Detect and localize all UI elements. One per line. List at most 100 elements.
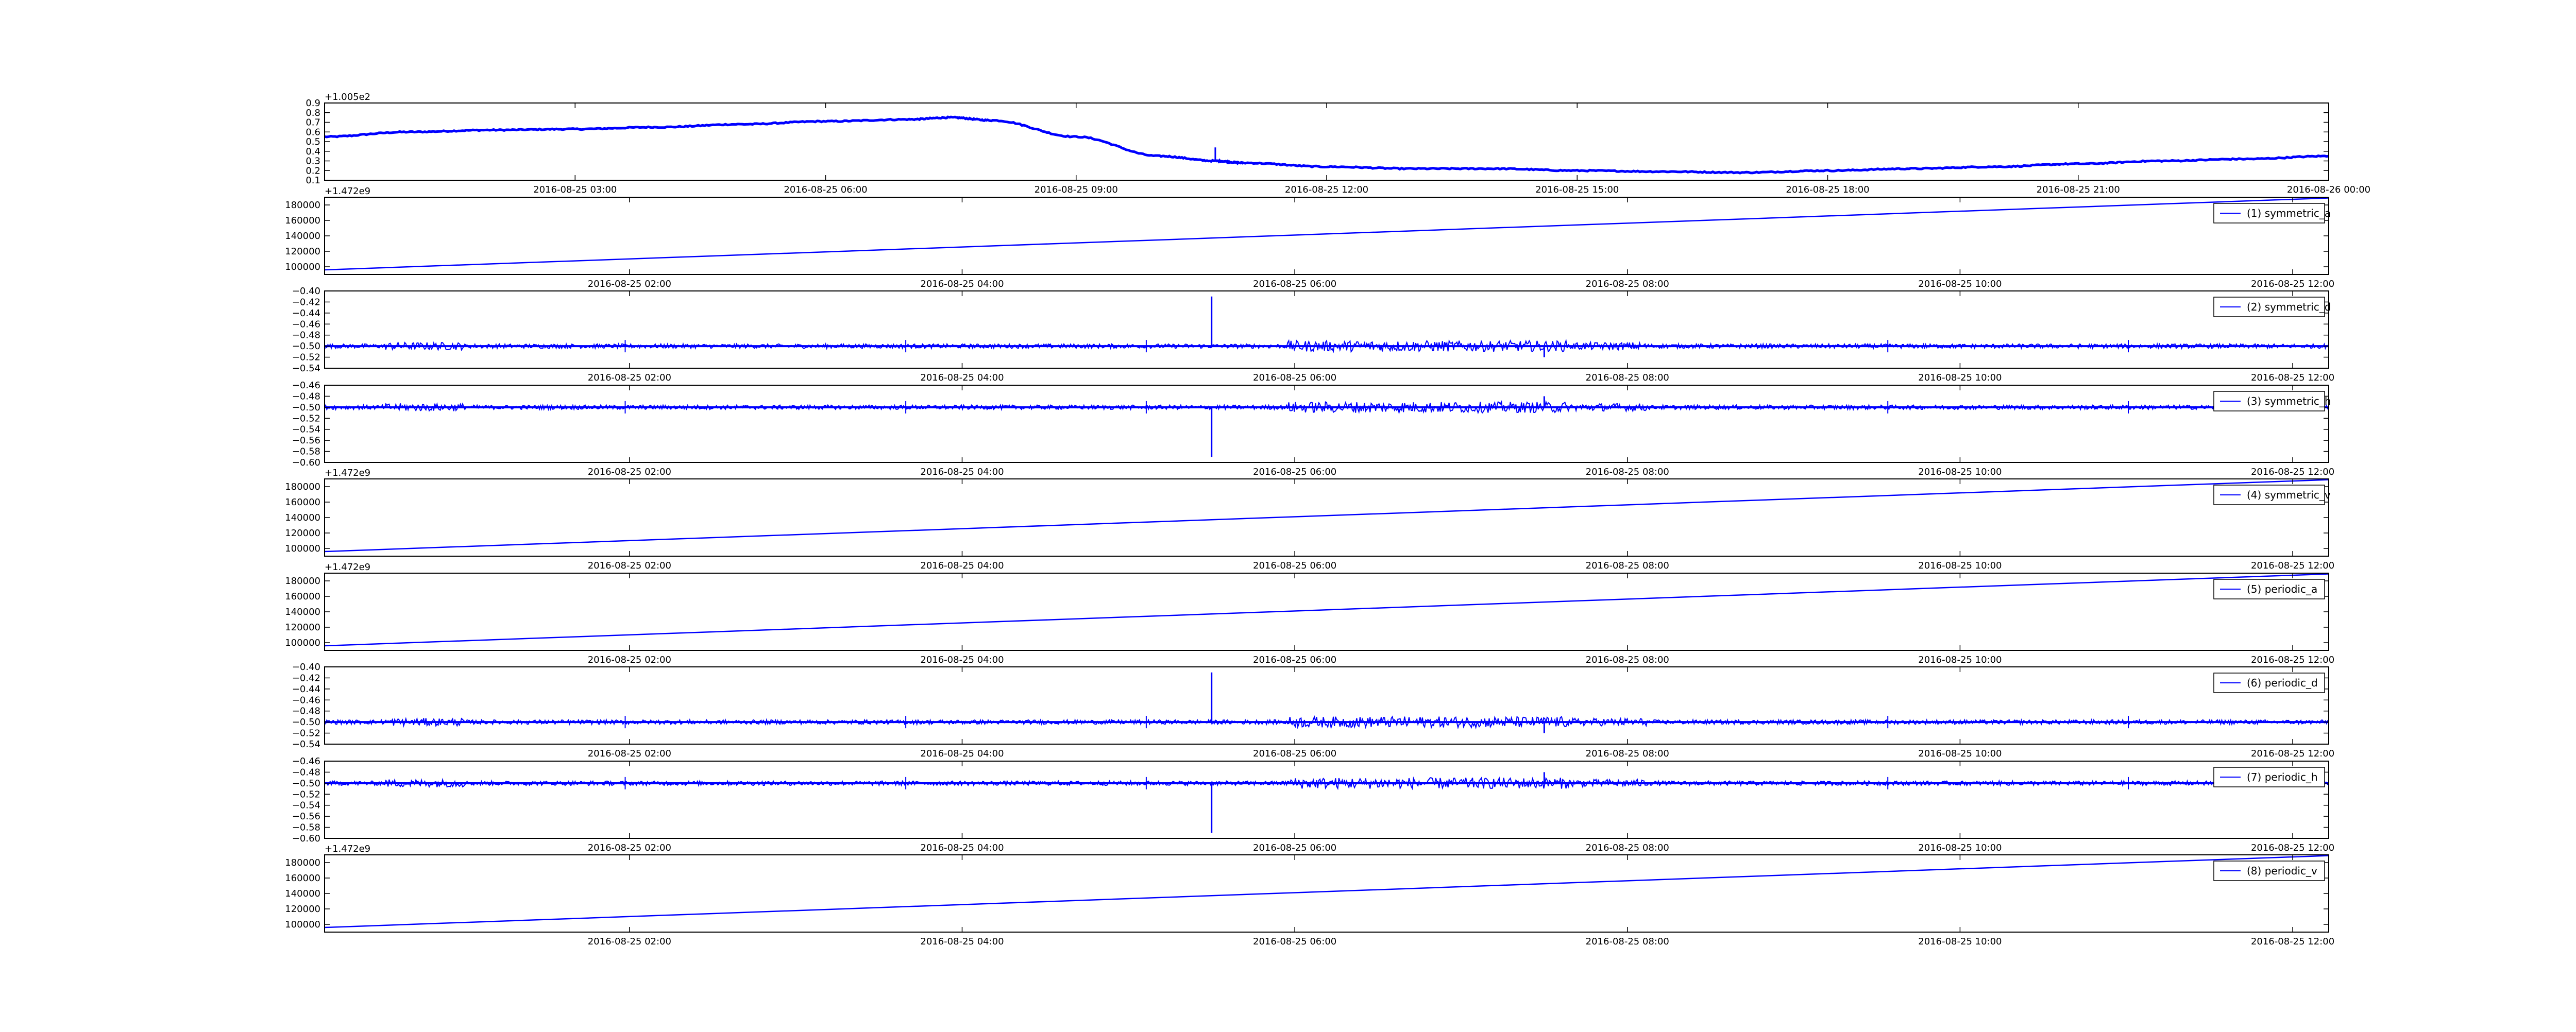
x-tick-label: 2016-08-25 06:00 xyxy=(1253,467,1336,477)
y-tick-label: 0.6 xyxy=(306,127,320,137)
y-tick-label: 140000 xyxy=(285,512,320,523)
y-tick-label: −0.50 xyxy=(292,402,320,413)
x-tick-label: 2016-08-25 02:00 xyxy=(588,560,671,571)
y-tick-label: 140000 xyxy=(285,607,320,617)
chart-panel-7: −0.54−0.52−0.50−0.48−0.46−0.44−0.42−0.40… xyxy=(292,662,2334,759)
plot-frame xyxy=(324,761,2329,839)
y-tick-label: −0.60 xyxy=(292,833,320,844)
x-tick-label: 2016-08-25 15:00 xyxy=(1535,184,1619,195)
chart-panel-9: 100000 120000 140000 160000 180000 2016-08-25… xyxy=(285,844,2334,947)
y-tick-label: −0.46 xyxy=(292,380,320,391)
y-tick-label: −0.56 xyxy=(292,811,320,822)
x-tick-label: 2016-08-25 04:00 xyxy=(920,842,1004,853)
y-tick-label: 120000 xyxy=(285,246,320,257)
x-tick-label: 2016-08-25 10:00 xyxy=(1918,372,2002,383)
y-tick-label: −0.54 xyxy=(292,739,320,750)
series-line xyxy=(324,479,2329,553)
x-tick-label: 2016-08-25 12:00 xyxy=(2251,936,2334,947)
x-tick-label: 2016-08-25 04:00 xyxy=(920,560,1004,571)
x-tick-label: 2016-08-25 03:00 xyxy=(533,184,617,195)
offset-label: +1.472e9 xyxy=(325,186,370,197)
x-tick-label: 2016-08-25 12:00 xyxy=(2251,842,2334,853)
y-tick-label: −0.44 xyxy=(292,684,320,695)
y-tick-label: 0.2 xyxy=(306,165,320,176)
y-tick-label: −0.52 xyxy=(292,789,320,800)
x-tick-label: 2016-08-25 02:00 xyxy=(588,748,671,759)
legend: (7) periodic_h xyxy=(2213,767,2325,787)
y-tick-label: −0.52 xyxy=(292,352,320,363)
y-tick-label: −0.54 xyxy=(292,800,320,811)
y-tick-label: −0.60 xyxy=(292,457,320,468)
x-tick-label: 2016-08-25 08:00 xyxy=(1586,560,1669,571)
chart-panel-2: 100000 120000 140000 160000 180000 2016-08-25… xyxy=(285,186,2334,289)
x-tick-label: 2016-08-25 10:00 xyxy=(1918,748,2002,759)
y-tick-label: 100000 xyxy=(285,262,320,272)
y-tick-label: −0.40 xyxy=(292,662,320,673)
offset-label: +1.005e2 xyxy=(325,92,370,102)
y-tick-label: 160000 xyxy=(285,591,320,602)
x-tick-label: 2016-08-25 09:00 xyxy=(1035,184,1118,195)
x-tick-label: 2016-08-25 06:00 xyxy=(1253,936,1336,947)
y-tick-label: −0.54 xyxy=(292,363,320,374)
chart-panel-8: −0.60−0.58−0.56−0.54−0.52−0.50−0.48−0.46… xyxy=(292,756,2334,853)
x-tick-label: 2016-08-25 02:00 xyxy=(588,279,671,289)
legend: (3) symmetric_h xyxy=(2213,391,2331,411)
chart-panel-3: −0.54−0.52−0.50−0.48−0.46−0.44−0.42−0.40… xyxy=(292,286,2334,383)
chart-panel-5: 100000 120000 140000 160000 180000 2016-08-25… xyxy=(285,468,2334,571)
x-tick-label: 2016-08-25 08:00 xyxy=(1586,655,1669,665)
x-tick-label: 2016-08-25 02:00 xyxy=(588,655,671,665)
x-tick-label: 2016-08-25 10:00 xyxy=(1918,842,2002,853)
y-tick-label: 180000 xyxy=(285,576,320,587)
x-tick-label: 2016-08-25 04:00 xyxy=(920,655,1004,665)
x-tick-label: 2016-08-25 12:00 xyxy=(2251,279,2334,289)
y-tick-label: −0.48 xyxy=(292,391,320,402)
x-tick-label: 2016-08-25 10:00 xyxy=(1918,655,2002,665)
x-tick-label: 2016-08-25 06:00 xyxy=(1253,748,1336,759)
y-tick-label: −0.40 xyxy=(292,286,320,297)
x-tick-label: 2016-08-25 04:00 xyxy=(920,936,1004,947)
y-tick-label: −0.46 xyxy=(292,319,320,330)
y-tick-label: −0.46 xyxy=(292,756,320,767)
y-tick-label: −0.52 xyxy=(292,413,320,424)
series-line xyxy=(324,197,2329,271)
x-tick-label: 2016-08-25 04:00 xyxy=(920,279,1004,289)
y-tick-label: −0.54 xyxy=(292,424,320,435)
legend-label: (5) periodic_a xyxy=(2247,583,2317,595)
x-tick-label: 2016-08-25 10:00 xyxy=(1918,560,2002,571)
chart-panel-4: −0.60−0.58−0.56−0.54−0.52−0.50−0.48−0.46… xyxy=(292,380,2334,477)
y-tick-label: 180000 xyxy=(285,857,320,868)
y-tick-label: −0.52 xyxy=(292,728,320,739)
legend: (5) periodic_a xyxy=(2213,579,2325,599)
x-tick-label: 2016-08-25 12:00 xyxy=(2251,467,2334,477)
x-tick-label: 2016-08-25 21:00 xyxy=(2037,184,2120,195)
x-tick-label: 2016-08-25 08:00 xyxy=(1586,372,1669,383)
y-tick-label: 120000 xyxy=(285,528,320,539)
plot-frame xyxy=(324,290,2329,369)
y-tick-label: −0.58 xyxy=(292,446,320,457)
legend: (1) symmetric_a xyxy=(2213,203,2331,223)
x-tick-label: 2016-08-25 08:00 xyxy=(1586,748,1669,759)
y-tick-label: 160000 xyxy=(285,215,320,226)
legend-label: (3) symmetric_h xyxy=(2247,395,2331,407)
legend: (6) periodic_d xyxy=(2213,673,2325,693)
legend: (4) symmetric_v xyxy=(2213,485,2331,505)
y-tick-label: 140000 xyxy=(285,888,320,899)
offset-label: +1.472e9 xyxy=(325,562,370,573)
y-tick-label: 0.8 xyxy=(306,108,320,118)
legend-label: (6) periodic_d xyxy=(2247,677,2318,689)
y-tick-label: 140000 xyxy=(285,231,320,242)
y-tick-label: −0.48 xyxy=(292,706,320,717)
legend-label: (2) symmetric_d xyxy=(2247,301,2331,313)
y-tick-label: −0.46 xyxy=(292,695,320,706)
offset-label: +1.472e9 xyxy=(325,844,370,854)
y-tick-label: 120000 xyxy=(285,622,320,633)
x-tick-label: 2016-08-25 04:00 xyxy=(920,748,1004,759)
y-tick-label: 160000 xyxy=(285,873,320,884)
y-tick-label: −0.50 xyxy=(292,717,320,728)
x-tick-label: 2016-08-25 10:00 xyxy=(1918,936,2002,947)
x-tick-label: 2016-08-25 10:00 xyxy=(1918,279,2002,289)
y-tick-label: 120000 xyxy=(285,904,320,915)
legend: (8) periodic_v xyxy=(2213,861,2325,881)
x-tick-label: 2016-08-25 06:00 xyxy=(784,184,867,195)
